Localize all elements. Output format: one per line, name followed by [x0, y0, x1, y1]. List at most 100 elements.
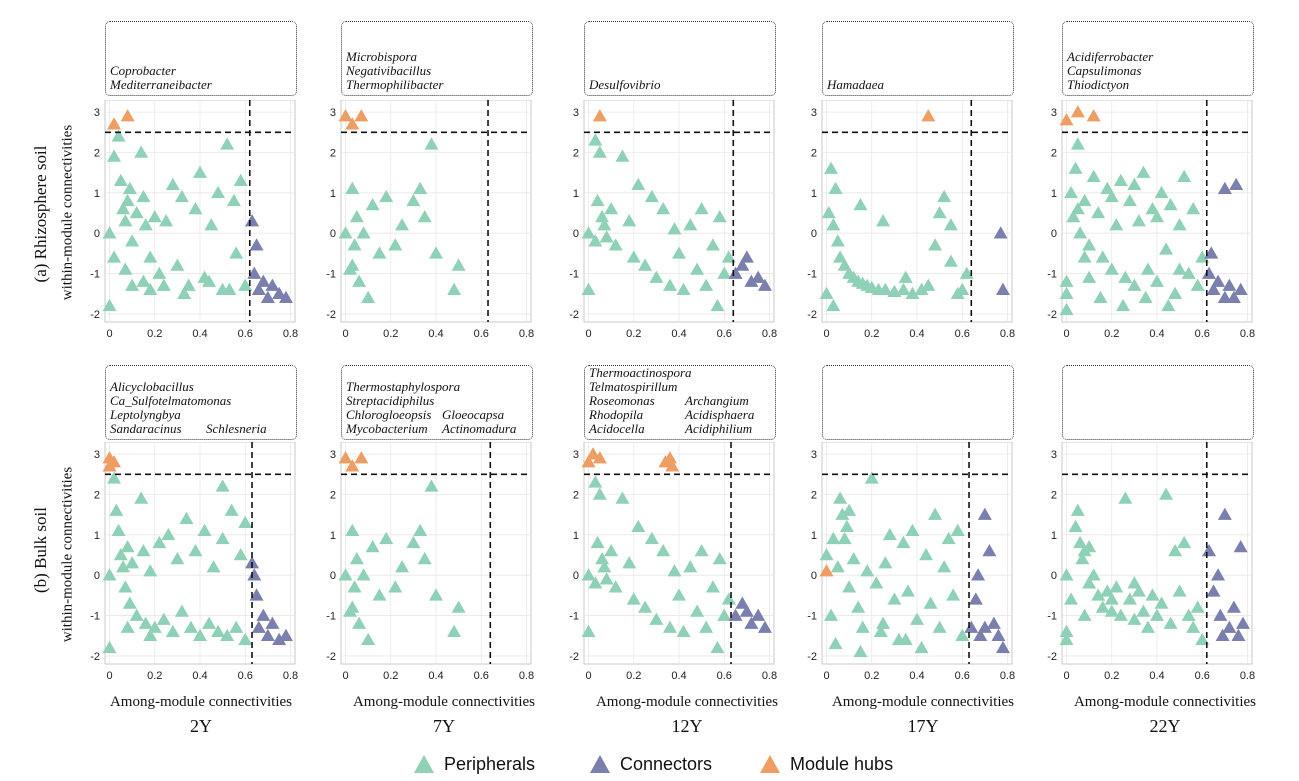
point-module-hubs — [107, 117, 122, 130]
scatter-plot-rhizosphere-17y: 0 0.2 0.4 0.6 0.8 -2 -1 0 1 2 3 — [807, 100, 1015, 340]
point-peripherals — [125, 234, 140, 247]
point-peripherals — [837, 531, 852, 545]
point-connectors — [265, 278, 280, 291]
point-peripherals — [395, 560, 410, 573]
y-tick-label: 0 — [811, 570, 817, 582]
point-connectors — [265, 616, 280, 629]
point-module-hubs — [354, 451, 369, 464]
point-peripherals — [869, 576, 884, 589]
x-tick-label: 0.2 — [147, 328, 162, 340]
point-peripherals — [1127, 177, 1142, 191]
point-peripherals — [379, 531, 394, 545]
point-peripherals — [345, 258, 360, 271]
point-peripherals — [1073, 535, 1088, 549]
x-tick-label: 0.2 — [1104, 328, 1119, 340]
y-tick-label: 0 — [573, 228, 579, 240]
y-tick-label: 3 — [1051, 107, 1057, 119]
point-peripherals — [238, 632, 253, 646]
point-peripherals — [1082, 539, 1097, 553]
point-connectors — [971, 568, 986, 581]
point-peripherals — [413, 523, 428, 537]
point-peripherals — [830, 234, 845, 247]
hub-genus-name: Streptacidiphilus — [346, 393, 435, 408]
point-peripherals — [1104, 592, 1119, 605]
y-tick-label: 3 — [811, 449, 817, 461]
point-peripherals — [631, 519, 646, 533]
point-connectors — [973, 628, 988, 641]
point-peripherals — [828, 181, 843, 195]
point-peripherals — [1109, 218, 1124, 231]
point-peripherals — [690, 604, 705, 617]
y-tick-label: 2 — [811, 489, 817, 501]
x-tick-label: 0.4 — [671, 670, 686, 682]
point-peripherals — [451, 258, 466, 271]
point-peripherals — [107, 250, 122, 263]
x-tick-label: 0.8 — [283, 328, 298, 340]
point-connectors — [757, 278, 772, 291]
point-peripherals — [429, 588, 443, 601]
point-peripherals — [424, 137, 439, 150]
point-peripherals — [352, 616, 367, 629]
point-peripherals — [581, 624, 596, 637]
y-tick-label: 3 — [94, 107, 100, 119]
point-peripherals — [181, 278, 196, 291]
point-peripherals — [644, 531, 659, 545]
y-tick-label: -1 — [569, 611, 579, 623]
x-axis-label-2y: Among-module connectivities — [109, 694, 293, 710]
point-peripherals — [588, 475, 603, 488]
y-tick-label: -1 — [807, 269, 817, 281]
point-peripherals — [447, 624, 462, 637]
point-peripherals — [233, 548, 248, 561]
point-peripherals — [839, 519, 854, 533]
x-tick-label: 0.6 — [1195, 328, 1210, 340]
point-peripherals — [152, 535, 167, 549]
point-peripherals — [597, 560, 612, 573]
point-connectors — [278, 628, 293, 641]
x-tick-label: 0.2 — [864, 670, 879, 682]
y-tick-label: 1 — [94, 530, 100, 542]
point-peripherals — [864, 471, 879, 484]
row-label-rhizosphere: (a) Rhizosphere soil — [31, 145, 50, 283]
year-label-2y: 2Y — [190, 716, 212, 736]
point-module-hubs — [592, 109, 607, 122]
point-peripherals — [1190, 278, 1205, 291]
x-tick-label: 0.4 — [1149, 328, 1164, 340]
y-tick-label: 2 — [811, 147, 817, 159]
point-peripherals — [215, 479, 230, 492]
legend-item-module-hubs: Module hubs — [758, 750, 893, 778]
point-connectors — [272, 286, 287, 299]
x-tick-label: 0.6 — [238, 670, 253, 682]
point-peripherals — [372, 246, 387, 259]
point-peripherals — [588, 576, 603, 589]
point-peripherals — [656, 201, 671, 215]
point-peripherals — [721, 250, 736, 263]
hub-genus-name: Actinomadura — [442, 421, 517, 436]
point-module-hubs — [586, 447, 601, 460]
point-peripherals — [120, 539, 135, 553]
point-peripherals — [118, 580, 133, 593]
point-peripherals — [1082, 576, 1097, 589]
point-peripherals — [143, 628, 158, 641]
point-peripherals — [581, 568, 596, 581]
hub-box-bulk-22y — [1062, 365, 1254, 440]
legend-peripherals-label: Peripherals — [444, 753, 536, 774]
point-peripherals — [595, 210, 610, 223]
point-peripherals — [717, 266, 732, 279]
point-connectors — [1213, 608, 1228, 621]
hub-genus-name: Rhodopila — [589, 407, 644, 422]
y-tick-label: 0 — [94, 228, 100, 240]
point-peripherals — [1068, 161, 1083, 174]
point-connectors — [728, 608, 743, 621]
scatter-plot-bulk-17y: 0 0.2 0.4 0.6 0.8 -2 -1 0 1 2 3 — [807, 442, 1015, 682]
point-peripherals — [853, 644, 868, 658]
point-peripherals — [1140, 620, 1155, 633]
point-connectors — [1202, 266, 1217, 279]
point-peripherals — [615, 491, 630, 504]
point-peripherals — [429, 246, 443, 259]
x-axis-label-7y: Among-module connectivities — [352, 694, 536, 710]
year-label-17y: 17Y — [907, 716, 939, 736]
point-peripherals — [1059, 302, 1074, 316]
point-peripherals — [143, 282, 158, 295]
point-peripherals — [928, 507, 943, 520]
point-peripherals — [1131, 214, 1146, 227]
